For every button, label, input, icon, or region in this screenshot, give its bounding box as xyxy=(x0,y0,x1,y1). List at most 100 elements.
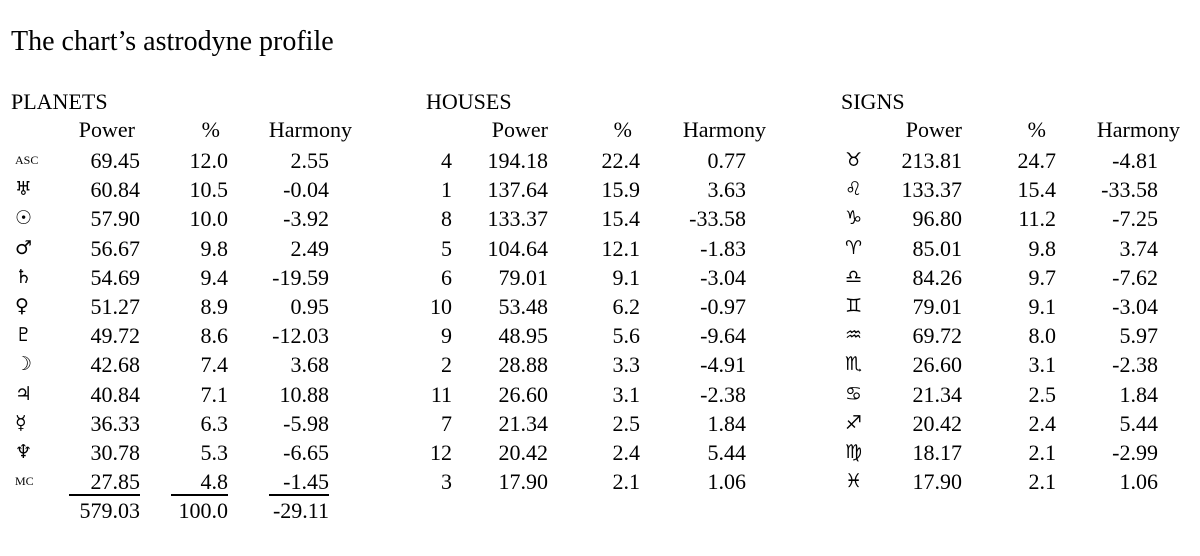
planets-col-harmony: Harmony xyxy=(268,117,352,142)
signs-row-percent: 2.1 xyxy=(1028,440,1057,465)
signs-row-harmony: -3.04 xyxy=(1112,294,1158,319)
houses-col-percent: % xyxy=(613,117,632,142)
planets-row-percent: 6.3 xyxy=(200,410,229,436)
houses-row: 10 53.48 6.2 -0.97 xyxy=(426,292,776,321)
houses-row: 5 104.64 12.1 -1.83 xyxy=(426,234,776,263)
houses-row-harmony: 3.63 xyxy=(707,177,747,203)
signs-row-symbol: ♑ xyxy=(845,207,863,230)
houses-row-power: 194.18 xyxy=(487,148,549,173)
planets-row-harmony: -6.65 xyxy=(283,440,329,465)
power-total-rule xyxy=(69,494,140,496)
houses-row: 11 26.60 3.1 -2.38 xyxy=(426,380,776,409)
signs-row-symbol: ♈ xyxy=(845,236,863,259)
signs-row: ♑ 96.80 11.2 -7.25 xyxy=(841,204,1191,233)
planets-row: MC 27.85 4.8 -1.45 xyxy=(11,467,361,496)
signs-row-percent: 9.1 xyxy=(1028,294,1057,319)
signs-row-harmony: -2.99 xyxy=(1112,440,1158,465)
houses-row-percent: 22.4 xyxy=(601,148,641,173)
houses-row: 7 21.34 2.5 1.84 xyxy=(426,409,776,438)
houses-row-house: 3 xyxy=(441,469,452,495)
signs-row: ♐ 20.42 2.4 5.44 xyxy=(841,409,1191,438)
planets-row-percent: 4.8 xyxy=(200,469,229,495)
signs-row-percent: 2.4 xyxy=(1028,410,1057,436)
houses-row-harmony: -33.58 xyxy=(689,206,746,232)
planets-row: ☉ 57.90 10.0 -3.92 xyxy=(11,204,361,233)
signs-row-percent: 3.1 xyxy=(1028,352,1057,378)
houses-row-house: 4 xyxy=(441,148,452,173)
planets-row: ♆ 30.78 5.3 -6.65 xyxy=(11,438,361,467)
signs-row: ♓ 17.90 2.1 1.06 xyxy=(841,467,1191,496)
signs-row-harmony: -2.38 xyxy=(1112,352,1158,378)
houses-row: 9 48.95 5.6 -9.64 xyxy=(426,321,776,350)
signs-row-symbol: ♌ xyxy=(845,178,863,201)
signs-row-power: 26.60 xyxy=(912,352,963,378)
planets-row-percent: 5.3 xyxy=(200,440,229,465)
houses-row-harmony: 0.77 xyxy=(707,148,747,173)
houses-row-power: 137.64 xyxy=(487,177,549,203)
houses-row: 8 133.37 15.4 -33.58 xyxy=(426,204,776,233)
houses-row-percent: 15.4 xyxy=(601,206,641,232)
planets-row: ♃ 40.84 7.1 10.88 xyxy=(11,380,361,409)
planets-row-symbol: ♂ xyxy=(15,236,33,259)
planets-row-power: 56.67 xyxy=(90,235,141,261)
houses-row-harmony: -1.83 xyxy=(700,235,746,261)
signs-row-power: 18.17 xyxy=(912,440,963,465)
houses-row-harmony: -3.04 xyxy=(700,264,746,290)
houses-row-harmony: -9.64 xyxy=(700,323,746,349)
planets-row-percent: 12.0 xyxy=(189,148,229,173)
houses-row-power: 26.60 xyxy=(498,381,549,407)
houses-row-harmony: 1.84 xyxy=(707,410,747,436)
signs-row-symbol: ♊ xyxy=(845,295,863,317)
planets-row-harmony: -3.92 xyxy=(283,206,329,232)
planets-row-power: 51.27 xyxy=(90,294,141,319)
signs-col-percent: % xyxy=(1027,117,1046,142)
planets-col-percent: % xyxy=(201,117,220,142)
houses-row: 1 137.64 15.9 3.63 xyxy=(426,175,776,204)
planets-row-symbol: ASC xyxy=(15,153,39,167)
houses-row-house: 7 xyxy=(441,410,452,436)
planets-row: ♂ 56.67 9.8 2.49 xyxy=(11,234,361,263)
houses-row-harmony: -4.91 xyxy=(700,352,746,378)
planets-row-harmony: -0.04 xyxy=(283,177,329,203)
signs-row-power: 79.01 xyxy=(912,294,963,319)
percent-total-rule xyxy=(171,494,228,496)
signs-row-power: 20.42 xyxy=(912,410,963,436)
signs-row-symbol: ♎ xyxy=(845,265,863,288)
signs-row: ♌ 133.37 15.4 -33.58 xyxy=(841,175,1191,204)
houses-row-harmony: -0.97 xyxy=(700,294,746,319)
signs-row: ♉ 213.81 24.7 -4.81 xyxy=(841,146,1191,175)
signs-row-symbol: ♉ xyxy=(845,149,863,171)
planets-row-power: 69.45 xyxy=(90,148,141,173)
planets-row-harmony: 2.55 xyxy=(290,148,330,173)
planets-row-symbol: ☉ xyxy=(15,207,33,230)
signs-row-percent: 2.5 xyxy=(1028,381,1057,407)
planets-row-power: 36.33 xyxy=(90,410,141,436)
houses-col-harmony: Harmony xyxy=(682,117,766,142)
signs-row: ♊ 79.01 9.1 -3.04 xyxy=(841,292,1191,321)
houses-row-percent: 2.1 xyxy=(612,469,641,495)
signs-row-percent: 2.1 xyxy=(1028,469,1057,495)
houses-row-house: 12 xyxy=(430,440,452,465)
planets-row-symbol: ♄ xyxy=(15,265,33,288)
planets-row-symbol: ☽ xyxy=(15,353,33,376)
planets-row-symbol: ♀ xyxy=(15,295,29,317)
signs-row-harmony: -7.25 xyxy=(1112,206,1158,232)
houses-row-percent: 2.4 xyxy=(612,440,641,465)
signs-row: ♒ 69.72 8.0 5.97 xyxy=(841,321,1191,350)
planets-row-harmony: 10.88 xyxy=(279,381,330,407)
planets-row-percent: 7.4 xyxy=(200,352,229,378)
signs-row-power: 213.81 xyxy=(901,148,963,173)
houses-row-harmony: 5.44 xyxy=(707,440,747,465)
signs-row-power: 69.72 xyxy=(912,323,963,349)
planets-row: ASC 69.45 12.0 2.55 xyxy=(11,146,361,175)
planets-row-power: 27.85 xyxy=(90,469,141,495)
houses-row-percent: 6.2 xyxy=(612,294,641,319)
houses-row-percent: 3.3 xyxy=(612,352,641,378)
signs-row-symbol: ♒ xyxy=(845,324,863,347)
planets-row-symbol: ♃ xyxy=(15,382,33,405)
planets-row-harmony: 0.95 xyxy=(290,294,330,319)
houses-row: 3 17.90 2.1 1.06 xyxy=(426,467,776,496)
planets-row: ♄ 54.69 9.4 -19.59 xyxy=(11,263,361,292)
planets-row-percent: 8.6 xyxy=(200,323,229,349)
houses-row-power: 48.95 xyxy=(498,323,549,349)
